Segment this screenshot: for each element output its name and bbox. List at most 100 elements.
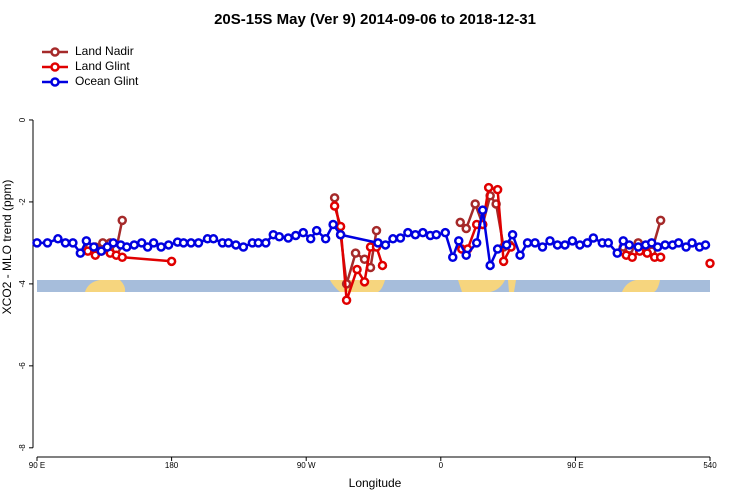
data-point [552, 240, 563, 250]
data-point [618, 236, 629, 246]
x-tick-label: 0 [439, 461, 444, 470]
data-point [283, 233, 294, 243]
data-point [305, 234, 316, 244]
y-axis-label: XCO2 - MLO trend (ppm) [0, 180, 14, 315]
data-point [335, 221, 346, 232]
data-point [359, 277, 370, 287]
data-point [448, 252, 458, 262]
data-point [373, 238, 383, 248]
data-point [403, 227, 413, 238]
data-point [453, 236, 464, 246]
data-point [388, 234, 398, 244]
data-point [231, 240, 241, 250]
data-point [102, 242, 113, 252]
data-point [166, 256, 177, 267]
data-point [660, 240, 670, 250]
data-point [470, 199, 480, 209]
data-point [612, 248, 623, 258]
data-point [507, 229, 518, 240]
data-point [522, 238, 533, 248]
data-point [485, 260, 495, 271]
data-point [477, 205, 488, 215]
data-point [350, 248, 361, 258]
data-point [148, 238, 159, 248]
legend-label: Land Glint [75, 59, 130, 73]
data-point [471, 238, 482, 248]
data-point [603, 238, 614, 248]
data-point [261, 238, 271, 248]
data-point [136, 238, 147, 248]
data-point [681, 242, 691, 252]
data-point [371, 225, 382, 236]
data-point [567, 236, 578, 246]
data-point [238, 242, 249, 252]
x-tick-label: 180 [165, 461, 179, 470]
data-point [483, 182, 494, 193]
legend-label: Ocean Glint [75, 74, 139, 88]
data-point [588, 233, 599, 243]
data-point [455, 217, 465, 228]
data-point [365, 262, 376, 273]
data-point [335, 229, 346, 240]
data-point [253, 238, 264, 248]
data-point [178, 238, 189, 248]
data-point [575, 240, 585, 250]
data-point [96, 246, 107, 256]
data-point [515, 250, 525, 260]
land-patch [85, 280, 126, 292]
data-point [461, 223, 471, 234]
y-tick-label: 0 [18, 117, 27, 122]
data-point [642, 248, 652, 258]
y-tick-label: -8 [18, 444, 27, 452]
x-axis-label: Longitude [349, 476, 402, 490]
data-point [646, 238, 657, 248]
data-point [89, 242, 99, 252]
data-point [633, 242, 643, 252]
data-point [492, 184, 503, 195]
data-point [377, 260, 388, 271]
data-point [311, 225, 322, 236]
x-tick-label: 90 E [567, 461, 583, 470]
data-point [537, 242, 548, 252]
data-point [42, 238, 53, 248]
data-point [492, 244, 503, 254]
data-point [395, 233, 406, 243]
x-tick-label: 540 [703, 461, 717, 470]
data-point [328, 219, 338, 230]
data-point [298, 227, 308, 238]
data-point [352, 264, 362, 275]
data-point [655, 252, 666, 262]
data-point [117, 252, 127, 262]
data-point [329, 201, 340, 211]
surface-strip [37, 280, 710, 292]
land-patch [508, 280, 516, 292]
data-point [223, 238, 234, 248]
data-point [705, 258, 715, 269]
data-point [108, 238, 119, 248]
land-patch [458, 280, 505, 292]
data-point [274, 232, 285, 242]
data-point [163, 240, 174, 250]
data-point [208, 234, 219, 244]
data-point [186, 238, 196, 248]
y-tick-label: -4 [18, 280, 27, 288]
land-patch [622, 280, 660, 292]
legend-marker [50, 47, 60, 57]
data-point [545, 236, 555, 246]
data-point [60, 238, 71, 248]
data-point [410, 229, 421, 240]
y-tick-label: -6 [18, 362, 27, 370]
data-point [129, 240, 139, 250]
data-point [32, 238, 42, 248]
data-point [440, 227, 451, 238]
data-point [75, 248, 86, 258]
legend-marker [50, 62, 60, 72]
data-point [290, 230, 301, 241]
data-point [117, 215, 127, 226]
legend-marker [50, 77, 60, 87]
data-point [341, 295, 352, 306]
data-point [121, 242, 132, 252]
y-tick-label: -2 [18, 198, 27, 206]
legend-label: Land Nadir [75, 44, 134, 58]
